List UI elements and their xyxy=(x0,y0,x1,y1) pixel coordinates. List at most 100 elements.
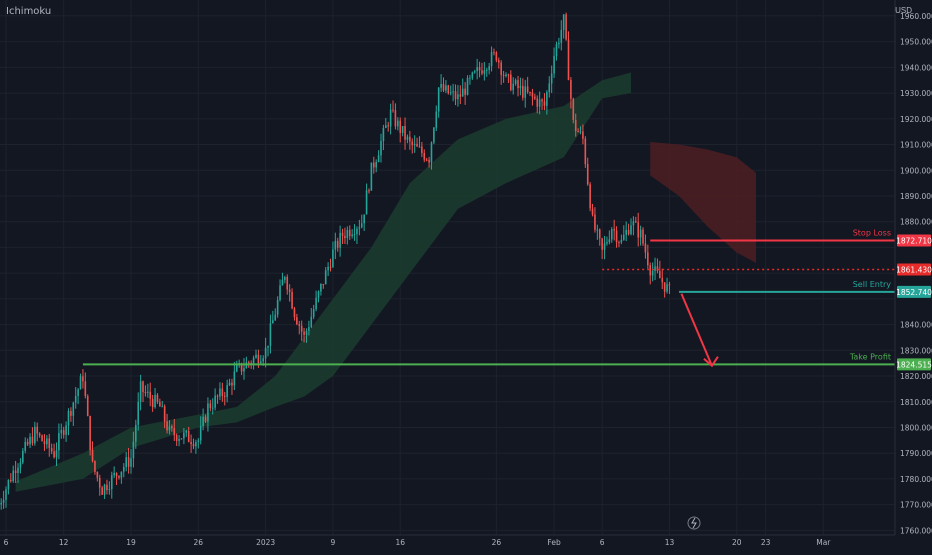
candle-body xyxy=(365,190,368,215)
candle-body xyxy=(7,480,10,490)
candle-body xyxy=(466,77,469,95)
candle-body xyxy=(596,229,599,231)
candle-body xyxy=(582,131,584,139)
candle-body xyxy=(500,62,502,76)
candle-body xyxy=(26,441,29,445)
candle-body xyxy=(649,265,652,276)
candle-body xyxy=(411,141,414,146)
candle-body xyxy=(606,242,608,244)
candle-body xyxy=(459,94,462,97)
candle-body xyxy=(293,308,296,318)
candle-body xyxy=(368,190,370,192)
candle-body xyxy=(67,410,70,426)
candle-body xyxy=(502,75,505,77)
candle-body xyxy=(89,415,91,451)
candle-body xyxy=(327,266,329,271)
candle-body xyxy=(454,91,457,100)
candle-body xyxy=(464,88,466,95)
candle-body xyxy=(82,376,84,382)
candle-body xyxy=(94,460,96,472)
candle-body xyxy=(534,96,536,99)
candle-body xyxy=(433,127,435,143)
candle-body xyxy=(495,52,498,61)
candle-body xyxy=(247,362,250,364)
candle-body xyxy=(656,266,659,271)
candle-body xyxy=(469,77,471,79)
candle-body xyxy=(180,438,183,440)
y-tick-label: 1940.000 xyxy=(900,63,932,72)
candle-body xyxy=(185,430,188,433)
candle-body xyxy=(558,42,560,45)
candle-body xyxy=(565,14,567,40)
candle-body xyxy=(106,484,108,491)
arrow-head-icon xyxy=(703,356,719,368)
candle-body xyxy=(250,362,252,364)
candle-body xyxy=(12,470,15,482)
candle-body xyxy=(625,230,627,235)
candle-body xyxy=(630,225,632,235)
candle-body xyxy=(226,385,228,397)
candle-body xyxy=(46,438,48,445)
candle-body xyxy=(536,98,539,107)
take-profit-price-badge xyxy=(897,358,931,371)
candle-body xyxy=(315,297,317,310)
candle-body xyxy=(589,184,591,209)
candle-body xyxy=(661,278,664,283)
candle-body xyxy=(74,395,77,403)
candle-body xyxy=(344,235,346,239)
candle-body xyxy=(449,92,452,94)
candle-body xyxy=(497,60,500,63)
y-tick-label: 1880.000 xyxy=(900,218,932,227)
indicator-label[interactable]: Ichimoku xyxy=(6,6,52,17)
candle-body xyxy=(346,229,349,239)
current-price-badge-text: 1861.430 xyxy=(896,265,932,274)
candle-body xyxy=(211,407,214,409)
y-tick-label: 1830.000 xyxy=(900,346,932,355)
candle-body xyxy=(387,125,390,127)
candle-body xyxy=(91,450,94,461)
candle-body xyxy=(601,238,603,250)
lightning-icon[interactable] xyxy=(687,516,701,530)
candle-body xyxy=(548,83,551,93)
candle-body xyxy=(360,223,363,228)
candle-body xyxy=(65,425,67,435)
ichimoku-cloud-bullish xyxy=(15,72,632,492)
candle-body xyxy=(24,441,27,451)
candle-body xyxy=(524,86,527,98)
candle-body xyxy=(305,330,308,335)
candle-body xyxy=(55,450,58,458)
candle-body xyxy=(264,347,267,359)
candle-body xyxy=(118,475,120,478)
candle-body xyxy=(98,477,101,488)
candle-body xyxy=(243,368,245,372)
y-tick-label: 1910.000 xyxy=(900,141,932,150)
candle-body xyxy=(190,442,192,445)
candle-body xyxy=(579,131,582,133)
candle-body xyxy=(135,424,137,442)
candle-body xyxy=(77,389,79,396)
candle-body xyxy=(60,430,63,434)
x-tick-label: 23 xyxy=(761,538,771,547)
candle-body xyxy=(471,72,474,78)
candle-body xyxy=(372,162,375,168)
candle-body xyxy=(457,94,459,100)
candle-body xyxy=(204,416,207,422)
x-tick-label: 19 xyxy=(126,538,136,547)
candle-body xyxy=(430,142,433,163)
x-tick-label: 26 xyxy=(492,538,502,547)
candle-body xyxy=(363,214,365,224)
stop-loss-price-badge-text: 1872.710 xyxy=(896,236,932,245)
candle-body xyxy=(389,109,392,127)
candle-body xyxy=(137,401,140,425)
candle-body xyxy=(286,277,289,290)
candle-body xyxy=(570,80,572,99)
candle-body xyxy=(154,394,156,408)
candle-body xyxy=(517,80,519,89)
candle-body xyxy=(50,448,53,452)
x-tick-label: 16 xyxy=(395,538,405,547)
candle-body xyxy=(522,85,524,98)
candle-body xyxy=(219,388,221,397)
candle-body xyxy=(473,71,476,73)
